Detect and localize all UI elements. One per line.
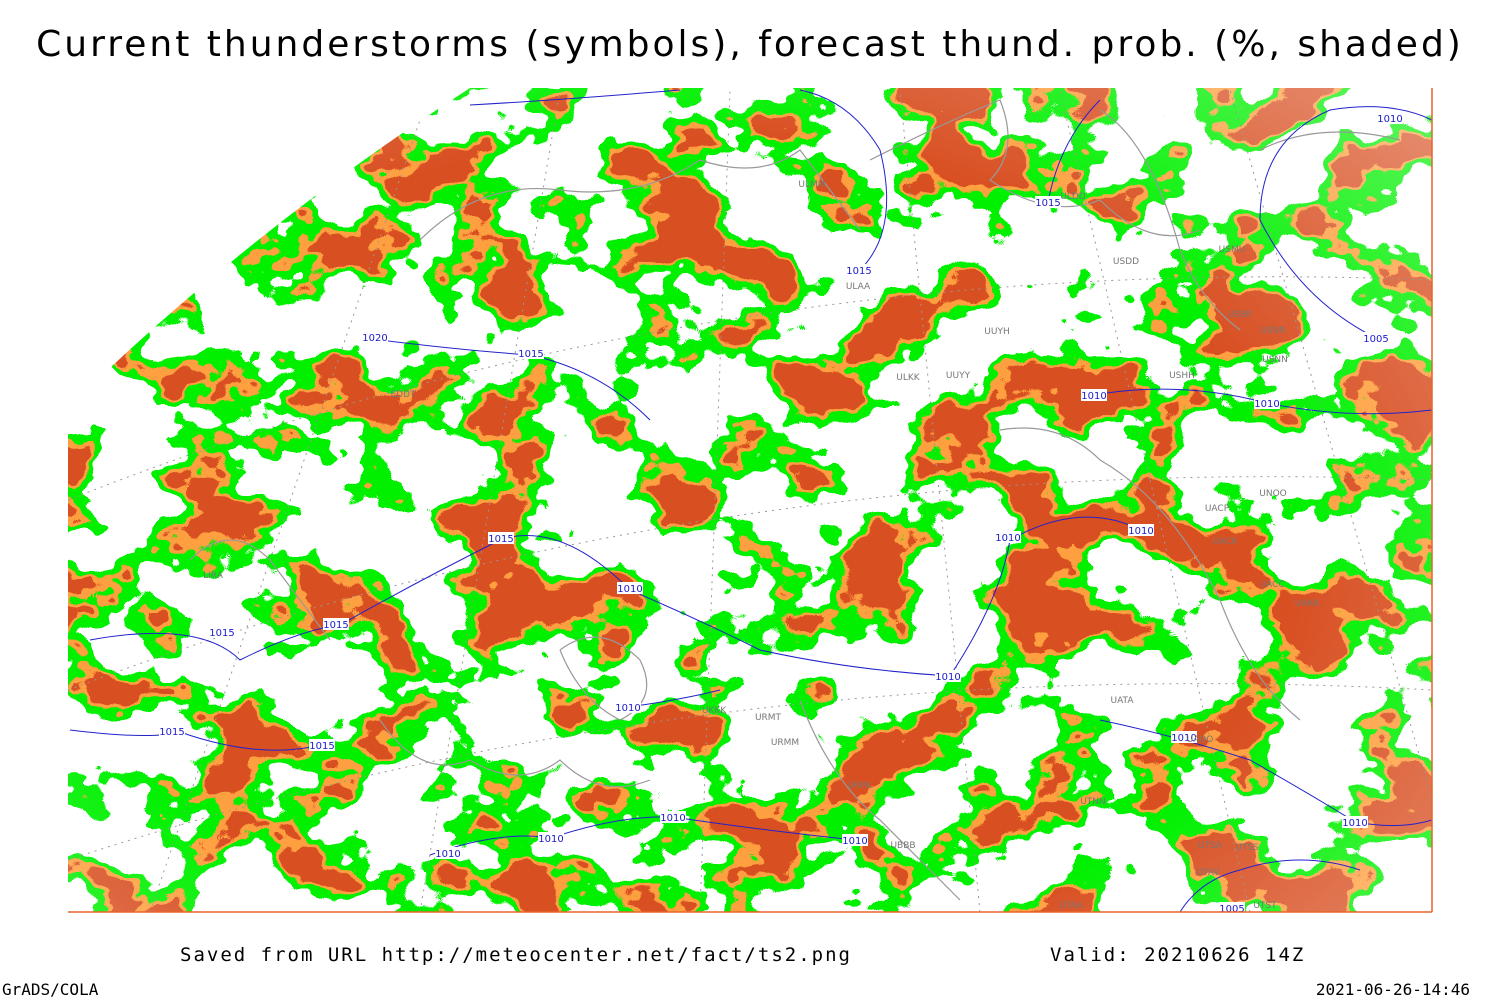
isobar-label-bg	[1219, 902, 1245, 912]
isobar-label-bg	[935, 670, 961, 682]
isobar-label: 1015	[209, 628, 234, 639]
station-label: UACK	[1213, 537, 1239, 547]
station-label: UTAV	[1196, 868, 1220, 878]
station-label: UACC	[1259, 580, 1284, 590]
station-label: EDDT	[390, 390, 416, 400]
isobar-label-bg	[846, 264, 872, 276]
station-label: LIRA	[203, 571, 224, 581]
station-label: ULDD	[1060, 192, 1086, 202]
station-label: URMT	[755, 713, 782, 723]
isobar-label: 1010	[842, 836, 867, 847]
isobar-label: 1015	[1035, 198, 1060, 209]
isobar-label-bg	[159, 725, 185, 737]
station-label: UTSS	[1235, 843, 1259, 853]
station-label: URMM	[771, 738, 799, 748]
isobar-label: 1010	[1081, 391, 1106, 402]
station-label: UACP	[1205, 504, 1230, 514]
isobar-label-bg	[435, 847, 461, 859]
isobar-label-bg	[209, 626, 235, 638]
station-label: ULAA	[846, 282, 871, 292]
isobar-label-bg	[615, 701, 641, 713]
isobar-label-bg	[309, 739, 335, 751]
isobar-label-bg	[842, 834, 868, 846]
isobar-label-bg	[1081, 389, 1107, 401]
timestamp: 2021-06-26-14:46	[1316, 980, 1470, 999]
station-label: UNOO	[1259, 489, 1287, 499]
station-label: UUYH	[984, 327, 1009, 337]
isobar-label: 1010	[615, 703, 640, 714]
isobar-label: 1015	[846, 266, 871, 277]
isobar-label-bg	[660, 811, 686, 823]
station-label: ULMM	[798, 180, 825, 190]
isobar-label: 1010	[660, 813, 685, 824]
probability-shading	[68, 88, 1432, 912]
isobar-label: 1015	[309, 741, 334, 752]
isobar-label-bg	[1363, 332, 1389, 344]
station-label: UTNN	[1080, 797, 1106, 807]
title: Current thunderstorms (symbols), forecas…	[36, 24, 1464, 65]
graticule	[68, 89, 1432, 912]
isobar-label: 1010	[617, 584, 642, 595]
station-label: UUYY	[946, 371, 971, 381]
isobar-label: 1010	[1342, 818, 1367, 829]
station-label: UAOO	[1187, 735, 1214, 745]
station-label: UTST	[1253, 901, 1277, 911]
isobar-label: 1010	[935, 672, 960, 683]
isobar-label-bg	[323, 618, 349, 630]
isobar-label: 1010	[1254, 399, 1279, 410]
isobar-label: 1015	[323, 620, 348, 631]
station-label: ULKK	[896, 373, 921, 383]
software: GrADS/COLA	[2, 980, 99, 999]
isobar-label: 1015	[518, 349, 543, 360]
station-label: USHH	[1169, 371, 1195, 381]
shade-level	[68, 88, 1432, 912]
station-label: UTAA	[1059, 901, 1084, 911]
station-label: UATA	[1110, 696, 1134, 706]
isobar-label-bg	[1377, 112, 1403, 124]
isobar-label-bg	[488, 532, 514, 544]
station-label: UBBB	[890, 841, 915, 851]
isobar-label: 1015	[488, 534, 513, 545]
coastlines	[189, 99, 1401, 901]
isobar-label-bg	[518, 347, 544, 359]
isobar-label: 1010	[1377, 114, 1402, 125]
isobar-label-bg	[1171, 731, 1197, 743]
isobar-label: 1005	[1363, 334, 1388, 345]
isobar-label: 1010	[1171, 733, 1196, 744]
isobar-label: 1010	[995, 533, 1020, 544]
isobar-label: 1010	[1128, 526, 1153, 537]
isobar-label: 1010	[435, 849, 460, 860]
isobar-label-bg	[1035, 196, 1061, 208]
station-label: URML	[847, 781, 873, 791]
isobar-label-bg	[1254, 397, 1280, 409]
isobar-label: 1005	[1219, 904, 1244, 915]
isobar-label-bg	[362, 331, 388, 343]
station-label: UKKK	[702, 706, 727, 716]
station-label: UTSA	[1198, 841, 1223, 851]
valid-time: Valid: 20210626 14Z	[1050, 944, 1305, 966]
isobar-label: 1020	[362, 333, 387, 344]
isobar-label-bg	[995, 531, 1021, 543]
station-label: USNN	[1262, 355, 1288, 365]
isobar-label-bg	[538, 832, 564, 844]
source-url: Saved from URL http://meteocenter.net/fa…	[180, 944, 852, 966]
isobar-label-bg	[1342, 816, 1368, 828]
isobar-label-bg	[617, 582, 643, 594]
station-label: USMU	[1219, 245, 1246, 255]
isobar-label-bg	[1128, 524, 1154, 536]
station-label: USRR	[1228, 310, 1253, 320]
station-label: UAKK	[1295, 599, 1321, 609]
station-label: USDD	[1113, 257, 1139, 267]
isobar-label: 1010	[538, 834, 563, 845]
isobar-label: 1015	[159, 727, 184, 738]
station-label: USNR	[1260, 326, 1285, 336]
